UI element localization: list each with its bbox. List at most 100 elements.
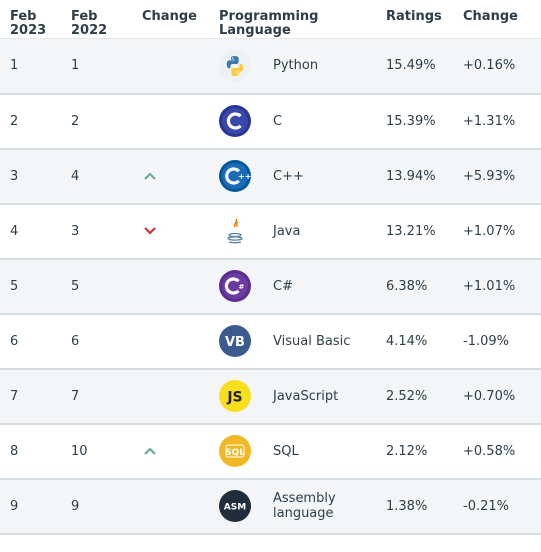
language-name: Python bbox=[273, 58, 319, 74]
rank-2023-cell: 4 bbox=[0, 203, 71, 260]
svg-text:VB: VB bbox=[225, 335, 245, 350]
language-entry: ++ C++ bbox=[219, 160, 386, 192]
language-entry: Java bbox=[219, 215, 386, 247]
table-row: 2 2 C 15.39% +1.31% bbox=[0, 93, 541, 150]
svg-text:++: ++ bbox=[238, 172, 251, 181]
language-entry: ASM Assembly language bbox=[219, 490, 386, 522]
rank-2022-cell: 10 bbox=[71, 423, 142, 480]
svg-text:SQL: SQL bbox=[225, 448, 245, 458]
language-name: SQL bbox=[273, 443, 299, 459]
rating-change-cell: +0.16% bbox=[463, 38, 541, 95]
language-name: C++ bbox=[273, 168, 304, 184]
rating-change-cell: +0.70% bbox=[463, 368, 541, 425]
rank-2023-cell: 6 bbox=[0, 313, 71, 370]
language-cell: ASM Assembly language bbox=[219, 478, 386, 535]
rank-2023-cell: 9 bbox=[0, 478, 71, 535]
svg-text:ASM: ASM bbox=[224, 503, 246, 513]
language-entry: JS JavaScript bbox=[219, 380, 386, 412]
table-row: 4 3 Java 13.21% +1.07% bbox=[0, 203, 541, 260]
trend-cell bbox=[142, 368, 219, 425]
trend-cell bbox=[142, 148, 219, 205]
table-row: 7 7 JS JavaScript 2.52% +0.70% bbox=[0, 368, 541, 425]
vb-icon: VB bbox=[219, 325, 251, 357]
sql-icon: SQL bbox=[219, 435, 251, 467]
arrow-down-icon bbox=[142, 223, 156, 239]
rank-2023-cell: 7 bbox=[0, 368, 71, 425]
language-name: Java bbox=[273, 223, 301, 239]
language-entry: C bbox=[219, 105, 386, 137]
language-name: Visual Basic bbox=[273, 333, 351, 349]
rank-2022-cell: 4 bbox=[71, 148, 142, 205]
trend-cell bbox=[142, 38, 219, 95]
rating-cell: 2.12% bbox=[386, 423, 463, 480]
svg-text:JS: JS bbox=[226, 390, 242, 406]
language-entry: # C# bbox=[219, 270, 386, 302]
rank-2023-cell: 1 bbox=[0, 38, 71, 95]
rating-cell: 4.14% bbox=[386, 313, 463, 370]
header-ratings: Ratings bbox=[386, 0, 463, 39]
java-icon bbox=[219, 215, 251, 247]
rating-cell: 13.94% bbox=[386, 148, 463, 205]
rank-2023-cell: 5 bbox=[0, 258, 71, 315]
rating-cell: 2.52% bbox=[386, 368, 463, 425]
table-row: 5 5 # C# 6.38% +1.01% bbox=[0, 258, 541, 315]
rank-2022-cell: 9 bbox=[71, 478, 142, 535]
rating-change-cell: +5.93% bbox=[463, 148, 541, 205]
language-cell: VB Visual Basic bbox=[219, 313, 386, 370]
language-cell: C bbox=[219, 93, 386, 150]
table-row: 1 1 Python 15.49% +0.16% bbox=[0, 38, 541, 95]
table-row: 9 9 ASM Assembly language 1.38% -0.21% bbox=[0, 478, 541, 535]
rating-change-cell: +0.58% bbox=[463, 423, 541, 480]
language-name: Assembly language bbox=[273, 491, 336, 521]
header-feb2023: Feb 2023 bbox=[0, 0, 71, 39]
trend-cell bbox=[142, 203, 219, 260]
python-icon bbox=[219, 49, 251, 82]
rank-2022-cell: 6 bbox=[71, 313, 142, 370]
rank-2022-cell: 3 bbox=[71, 203, 142, 260]
table-row: 8 10 SQL SQL 2.12% +0.58% bbox=[0, 423, 541, 480]
header-ratings-change: Change bbox=[463, 0, 541, 39]
language-cell: JS JavaScript bbox=[219, 368, 386, 425]
rating-cell: 15.39% bbox=[386, 93, 463, 150]
arrow-up-icon bbox=[142, 443, 156, 459]
trend-cell bbox=[142, 313, 219, 370]
language-name: C# bbox=[273, 278, 293, 294]
cpp-icon: ++ bbox=[219, 160, 251, 192]
rating-cell: 15.49% bbox=[386, 38, 463, 95]
table-header-row: Feb 2023 Feb 2022 Change Programming Lan… bbox=[0, 0, 541, 39]
trend-cell bbox=[142, 258, 219, 315]
arrow-up-icon bbox=[142, 168, 156, 184]
rating-change-cell: +1.01% bbox=[463, 258, 541, 315]
rating-cell: 13.21% bbox=[386, 203, 463, 260]
rank-2022-cell: 1 bbox=[71, 38, 142, 95]
rank-2023-cell: 3 bbox=[0, 148, 71, 205]
rank-2023-cell: 2 bbox=[0, 93, 71, 150]
language-cell: SQL SQL bbox=[219, 423, 386, 480]
language-cell: # C# bbox=[219, 258, 386, 315]
language-name: JavaScript bbox=[273, 388, 339, 404]
language-entry: Python bbox=[219, 49, 386, 82]
language-cell: Python bbox=[219, 38, 386, 95]
rating-change-cell: +1.07% bbox=[463, 203, 541, 260]
rating-change-cell: -1.09% bbox=[463, 313, 541, 370]
csharp-icon: # bbox=[219, 270, 251, 302]
rank-2022-cell: 5 bbox=[71, 258, 142, 315]
rating-change-cell: -0.21% bbox=[463, 478, 541, 535]
svg-text:#: # bbox=[239, 283, 245, 291]
language-entry: VB Visual Basic bbox=[219, 325, 386, 357]
language-cell: Java bbox=[219, 203, 386, 260]
javascript-icon: JS bbox=[219, 380, 251, 412]
header-change: Change bbox=[142, 0, 219, 39]
table-row: 3 4 ++ C++ 13.94% +5.93% bbox=[0, 148, 541, 205]
c-icon bbox=[219, 105, 251, 137]
rating-change-cell: +1.31% bbox=[463, 93, 541, 150]
table-row: 6 6 VB Visual Basic 4.14% -1.09% bbox=[0, 313, 541, 370]
rank-2023-cell: 8 bbox=[0, 423, 71, 480]
language-name: C bbox=[273, 113, 283, 129]
header-language: Programming Language bbox=[219, 0, 386, 39]
language-cell: ++ C++ bbox=[219, 148, 386, 205]
rank-2022-cell: 7 bbox=[71, 368, 142, 425]
rating-cell: 1.38% bbox=[386, 478, 463, 535]
assembly-icon: ASM bbox=[219, 490, 251, 522]
rank-2022-cell: 2 bbox=[71, 93, 142, 150]
